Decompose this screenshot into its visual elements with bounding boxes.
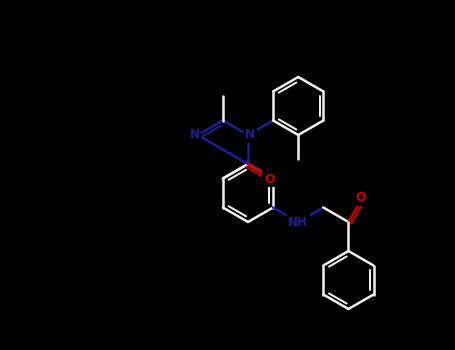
Text: NH: NH bbox=[288, 216, 308, 229]
Text: N: N bbox=[245, 128, 255, 141]
Text: N: N bbox=[190, 127, 200, 140]
Text: O: O bbox=[264, 173, 275, 186]
Text: O: O bbox=[355, 191, 366, 204]
